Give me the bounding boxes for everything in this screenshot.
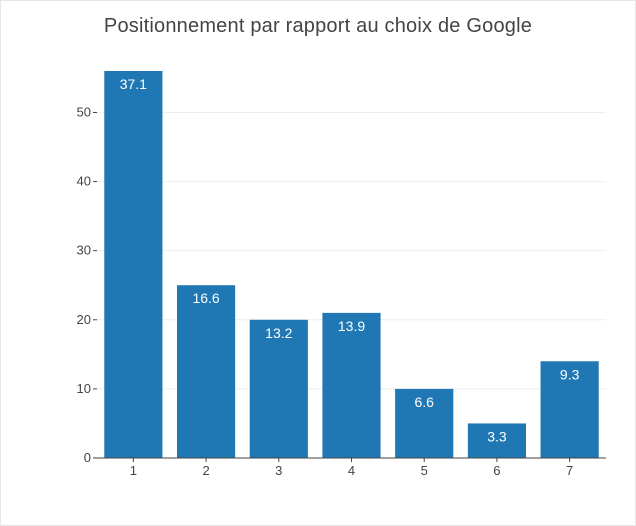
bar-2 [176,285,236,458]
y-tick-label: 20 [77,312,91,327]
x-tick-label: 3 [275,463,282,478]
y-tick-label: 50 [77,104,91,119]
x-tick-label: 6 [493,463,500,478]
y-tick-label: 40 [77,174,91,189]
data-label: 16.6 [192,290,219,306]
y-tick-label: 10 [77,381,91,396]
bar-5 [395,388,454,458]
data-label: 13.2 [265,325,292,341]
axes: 0 10 20 30 40 50 1 2 3 4 5 6 7 [77,104,606,478]
y-tick-label: 0 [84,450,91,465]
data-label: 6.6 [414,394,434,410]
data-label: 13.9 [338,318,365,334]
x-tick-label: 1 [130,463,137,478]
x-tick-label: 2 [202,463,209,478]
x-tick-label: 7 [566,463,573,478]
data-label: 3.3 [487,428,507,444]
bar-7 [540,361,599,458]
bar-6 [467,423,527,458]
bar-1 [104,71,163,458]
data-label: 37.1 [120,76,147,92]
bar-3 [249,319,308,458]
data-label: 9.3 [560,366,580,382]
y-tick-label: 30 [77,243,91,258]
bars [104,71,599,458]
data-labels: 37.1 16.6 13.2 13.9 6.6 3.3 9.3 [120,76,580,444]
x-tick-label: 4 [348,463,355,478]
chart-title: Positionnement par rapport au choix de G… [103,15,533,37]
x-tick-label: 5 [421,463,428,478]
bar-4 [322,312,381,458]
